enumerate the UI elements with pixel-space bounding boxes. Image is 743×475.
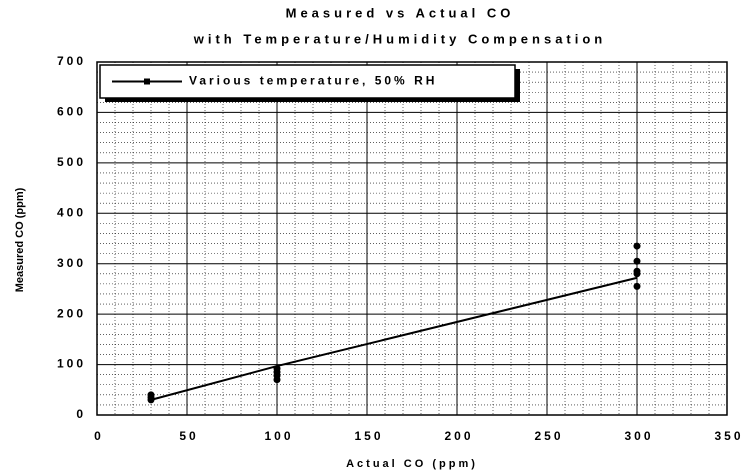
y-tick-label: 400 <box>57 205 86 219</box>
x-tick-label: 350 <box>714 429 743 443</box>
plot-frame <box>96 61 728 416</box>
y-tick-label: 500 <box>57 155 86 169</box>
x-tick-label: 50 <box>179 429 198 443</box>
x-axis-label: Actual CO (ppm) <box>346 458 478 470</box>
chart-subtitle: with Temperature/Humidity Compensation <box>193 31 607 46</box>
x-tick-label: 250 <box>534 429 563 443</box>
y-tick-label: 200 <box>57 306 86 320</box>
point <box>633 257 641 265</box>
y-tick-label: 600 <box>57 105 86 119</box>
point <box>633 267 641 275</box>
point <box>147 391 155 399</box>
chart-title: Measured vs Actual CO <box>286 5 515 20</box>
point <box>273 365 281 373</box>
legend-marker <box>144 78 150 85</box>
x-tick-label: 150 <box>354 429 383 443</box>
y-tick-label: 700 <box>57 54 86 68</box>
legend-label: Various temperature, 50% RH <box>189 74 437 88</box>
point <box>633 282 641 290</box>
y-tick-label: 100 <box>57 357 86 371</box>
y-axis-label: Measured CO (ppm) <box>14 187 26 292</box>
y-tick-label: 0 <box>76 407 86 421</box>
x-tick-label: 300 <box>624 429 653 443</box>
y-tick-label: 300 <box>57 256 86 270</box>
trend-line <box>150 276 638 401</box>
x-tick-label: 0 <box>94 429 104 443</box>
x-tick-label: 200 <box>444 429 473 443</box>
point <box>633 242 641 250</box>
x-tick-label: 100 <box>264 429 293 443</box>
